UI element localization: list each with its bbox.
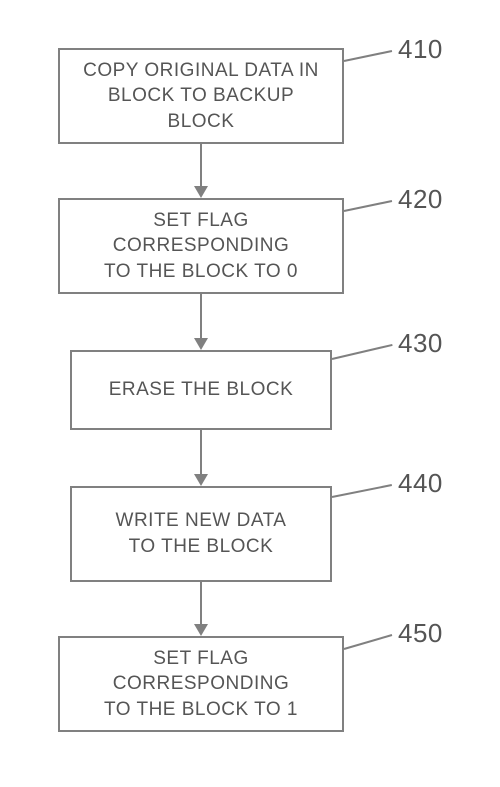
- flow-label-n450: 450: [398, 618, 443, 649]
- flow-callout-n430: [332, 344, 392, 360]
- flow-node-text: COPY ORIGINAL DATA INBLOCK TO BACKUP BLO…: [74, 58, 328, 135]
- flow-label-n440: 440: [398, 468, 443, 499]
- flow-label-n410: 410: [398, 34, 443, 65]
- flow-arrow-n440-n450: [200, 582, 202, 624]
- flow-callout-n440: [332, 484, 392, 498]
- flow-node-n450: SET FLAG CORRESPONDINGTO THE BLOCK TO 1: [58, 636, 344, 732]
- flow-node-text: SET FLAG CORRESPONDINGTO THE BLOCK TO 0: [74, 208, 328, 285]
- flow-label-n420: 420: [398, 184, 443, 215]
- flow-node-n410: COPY ORIGINAL DATA INBLOCK TO BACKUP BLO…: [58, 48, 344, 144]
- flow-arrow-n430-n440: [200, 430, 202, 474]
- flow-arrowhead-n420-n430: [194, 338, 208, 350]
- flowchart-canvas: COPY ORIGINAL DATA INBLOCK TO BACKUP BLO…: [0, 0, 500, 787]
- flow-node-text: SET FLAG CORRESPONDINGTO THE BLOCK TO 1: [74, 646, 328, 723]
- flow-node-n430: ERASE THE BLOCK: [70, 350, 332, 430]
- flow-arrowhead-n410-n420: [194, 186, 208, 198]
- flow-callout-n420: [344, 200, 392, 212]
- flow-callout-n450: [344, 634, 393, 650]
- flow-arrow-n420-n430: [200, 294, 202, 338]
- flow-arrowhead-n440-n450: [194, 624, 208, 636]
- flow-node-text: ERASE THE BLOCK: [109, 377, 294, 403]
- flow-callout-n410: [344, 50, 392, 62]
- flow-arrow-n410-n420: [200, 144, 202, 186]
- flow-node-n420: SET FLAG CORRESPONDINGTO THE BLOCK TO 0: [58, 198, 344, 294]
- flow-node-n440: WRITE NEW DATATO THE BLOCK: [70, 486, 332, 582]
- flow-node-text: WRITE NEW DATATO THE BLOCK: [116, 508, 287, 559]
- flow-label-n430: 430: [398, 328, 443, 359]
- flow-arrowhead-n430-n440: [194, 474, 208, 486]
